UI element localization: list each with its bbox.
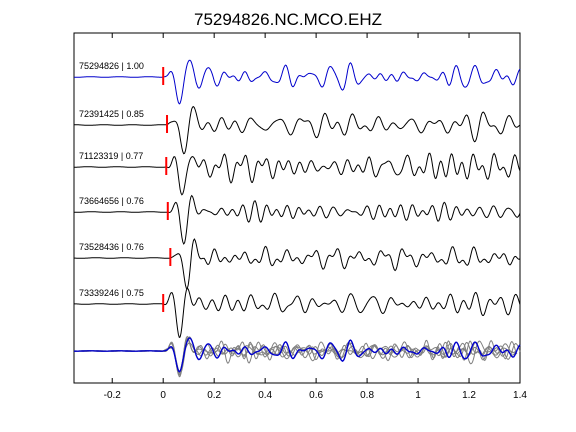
x-tick-label: 0.4: [258, 390, 272, 401]
trace-label: 73339246 | 0.75: [79, 288, 144, 298]
traces-layer: 75294826 | 1.00 72391425 | 0.85 71123319 |…: [73, 59, 521, 378]
x-tick-label: 1.2: [462, 390, 476, 401]
x-tick-label: 1.4: [513, 390, 527, 401]
trace-73528436: [73, 238, 521, 289]
trace-label: 73664656 | 0.76: [79, 196, 144, 206]
x-tick-label: 0: [160, 390, 166, 401]
plot-frame: [73, 32, 521, 384]
x-tick-label: 0.2: [207, 390, 221, 401]
trace-75294826: [73, 59, 521, 105]
trace-label: 75294826 | 1.00: [79, 61, 144, 71]
overlay-trace-73339246: [74, 338, 521, 378]
trace-71123319: [73, 152, 521, 196]
trace-label: 72391425 | 0.85: [79, 109, 144, 119]
trace-label: 71123319 | 0.77: [79, 151, 143, 161]
trace-73664656: [74, 194, 521, 245]
x-tick-label: 1: [415, 390, 421, 401]
x-tick-label: -0.2: [104, 390, 122, 401]
x-tick-label: 0.6: [309, 390, 323, 401]
overlay-reference-trace: [74, 337, 521, 373]
chart-title: 75294826.NC.MCO.EHZ: [194, 10, 382, 29]
x-tick-label: 0.8: [360, 390, 374, 401]
trace-72391425: [74, 105, 521, 155]
trace-label: 73528436 | 0.76: [79, 242, 144, 252]
x-axis: -0.2 0 0.2 0.4 0.6 0.8 1 1.2 1.4: [104, 33, 527, 401]
trace-73339246: [73, 287, 521, 339]
